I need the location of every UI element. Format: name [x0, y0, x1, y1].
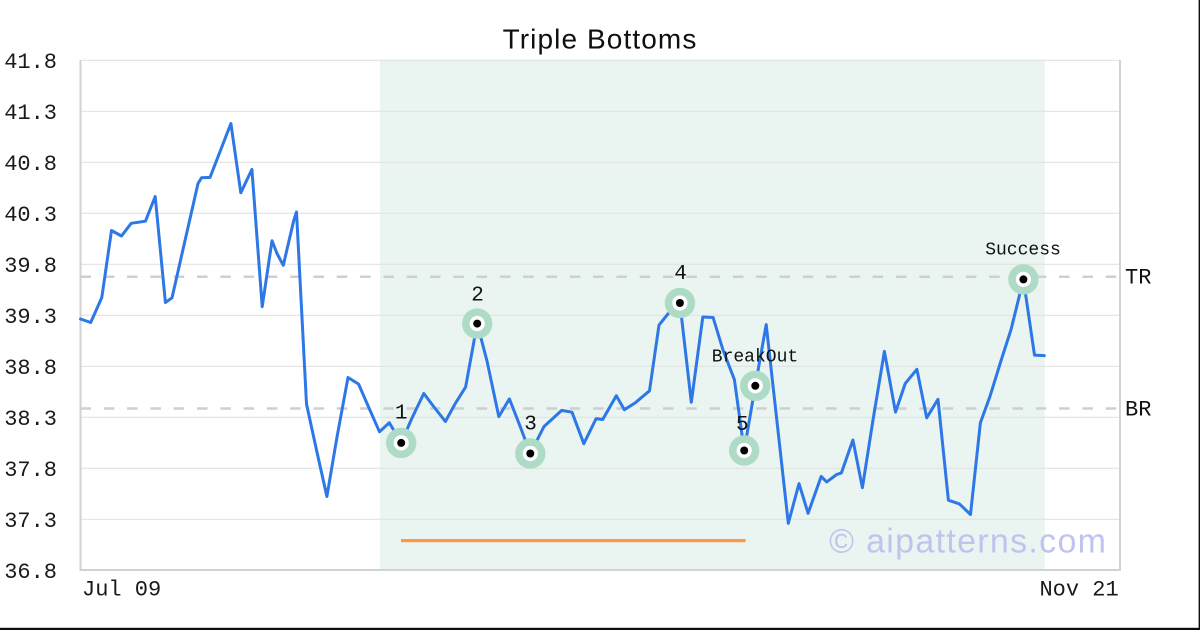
svg-text:40.8: 40.8 [4, 152, 57, 177]
svg-text:TR: TR [1125, 265, 1151, 290]
svg-text:Triple Bottoms: Triple Bottoms [503, 23, 698, 54]
svg-text:38.8: 38.8 [4, 356, 57, 381]
svg-text:BR: BR [1125, 398, 1151, 423]
svg-text:BreakOut: BreakOut [712, 348, 798, 368]
svg-text:© aipatterns.com: © aipatterns.com [829, 523, 1107, 561]
svg-text:39.3: 39.3 [4, 305, 57, 330]
svg-text:40.3: 40.3 [4, 203, 57, 228]
svg-text:5: 5 [736, 414, 749, 437]
svg-text:36.8: 36.8 [4, 560, 57, 585]
svg-text:Jul 09: Jul 09 [82, 578, 161, 603]
svg-text:3: 3 [524, 414, 537, 437]
svg-text:37.3: 37.3 [4, 509, 57, 534]
svg-text:41.8: 41.8 [4, 50, 57, 75]
svg-text:37.8: 37.8 [4, 458, 57, 483]
svg-text:38.3: 38.3 [4, 407, 57, 432]
svg-text:2: 2 [471, 285, 484, 308]
svg-text:39.8: 39.8 [4, 254, 57, 279]
svg-text:4: 4 [674, 263, 687, 286]
svg-text:1: 1 [395, 403, 408, 426]
svg-text:Nov 21: Nov 21 [1039, 578, 1118, 603]
svg-text:41.3: 41.3 [4, 101, 57, 126]
svg-text:Success: Success [985, 241, 1061, 261]
